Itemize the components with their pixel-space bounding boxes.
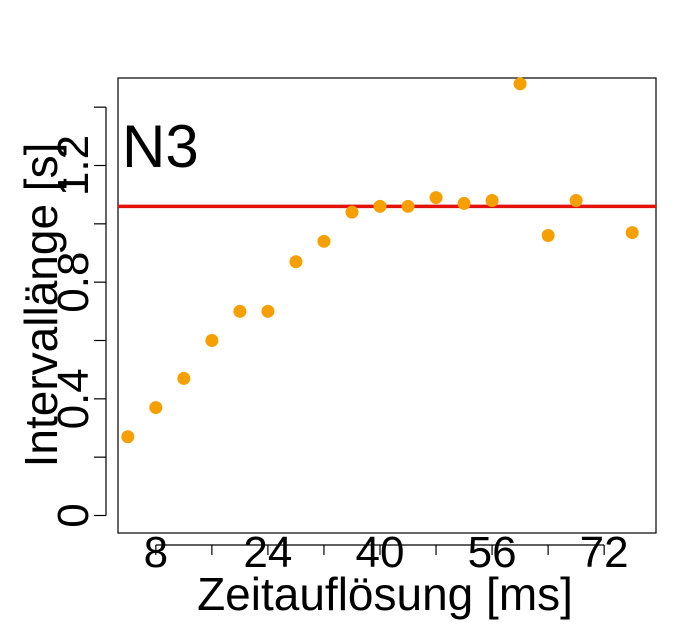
data-point (429, 191, 443, 205)
data-point (513, 77, 527, 91)
data-point (289, 255, 303, 269)
data-point (485, 194, 499, 207)
data-point (121, 430, 135, 444)
data-point (569, 194, 583, 207)
x-tick-label: 56 (468, 528, 517, 577)
x-tick-label: 40 (356, 528, 405, 577)
data-point (541, 229, 555, 242)
data-point (205, 334, 219, 347)
data-point (149, 401, 163, 415)
data-point (177, 371, 191, 385)
data-point (317, 234, 331, 248)
x-tick-label: 72 (580, 528, 629, 577)
y-tick-label: 0.4 (49, 368, 98, 429)
panel-label: N3 (122, 113, 199, 180)
y-axis-title: Intervallänge [s] (15, 143, 67, 468)
y-axis: 0 0.4 0.8 1.2 (49, 106, 107, 528)
data-point (233, 304, 247, 318)
plot-frame (117, 77, 657, 534)
data-point (345, 205, 359, 219)
data-points (121, 77, 639, 444)
y-tick-label: 1.2 (49, 135, 98, 196)
x-axis-title: Zeitauflösung [ms] (197, 568, 573, 620)
data-point (261, 304, 275, 318)
y-tick-label: 0 (49, 503, 98, 527)
data-point (457, 196, 471, 210)
x-axis: 8 24 40 56 72 (144, 528, 629, 577)
data-point (401, 199, 415, 213)
data-point (625, 226, 639, 240)
y-tick-label: 0.8 (49, 252, 98, 313)
x-tick-label: 24 (243, 528, 292, 577)
x-tick-label: 8 (144, 528, 168, 577)
data-point (373, 199, 387, 213)
